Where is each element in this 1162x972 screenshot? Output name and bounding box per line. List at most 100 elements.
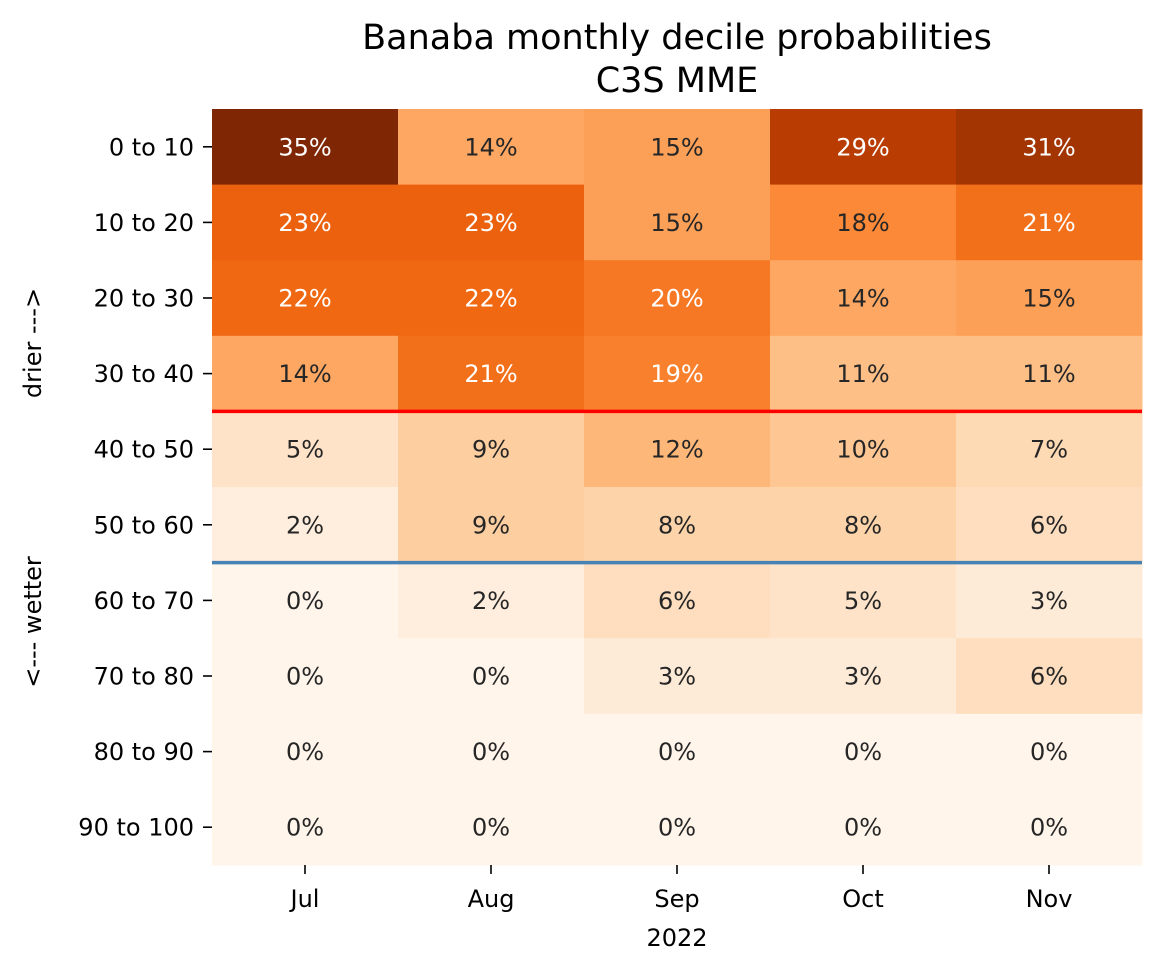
heatmap-cell xyxy=(398,487,585,564)
cell-value-label: 0% xyxy=(286,814,324,842)
cell-value-label: 22% xyxy=(464,285,517,313)
heatmap-cell xyxy=(398,411,585,488)
heatmap-cell xyxy=(770,335,957,412)
cell-value-label: 29% xyxy=(836,133,889,161)
heatmap-cell xyxy=(584,260,771,337)
cell-value-label: 0% xyxy=(286,738,324,766)
cell-value-label: 11% xyxy=(836,360,889,388)
heatmap-cell xyxy=(956,562,1143,639)
cell-value-label: 35% xyxy=(278,133,331,161)
cell-value-label: 0% xyxy=(472,663,510,691)
cell-value-label: 0% xyxy=(658,814,696,842)
y-tick-label: 90 to 100 xyxy=(78,814,194,842)
cell-value-label: 0% xyxy=(1030,738,1068,766)
y-axis: 0 to 10 10 to 20 20 to 30 30 to 40 40 to 50 5… xyxy=(78,133,212,842)
y-axis-label-drier: drier ---> xyxy=(19,288,47,398)
heatmap-cell xyxy=(212,789,399,866)
heatmap-cell xyxy=(956,789,1143,866)
cell-value-label: 3% xyxy=(658,663,696,691)
heatmap-cell xyxy=(398,713,585,790)
cell-value-label: 31% xyxy=(1022,133,1075,161)
y-tick-label: 80 to 90 xyxy=(94,738,194,766)
heatmap-cell xyxy=(584,562,771,639)
heatmap-cell xyxy=(212,109,399,186)
heatmap-cell xyxy=(770,562,957,639)
cell-value-label: 0% xyxy=(844,814,882,842)
cell-value-label: 14% xyxy=(836,285,889,313)
cell-value-label: 6% xyxy=(1030,663,1068,691)
heatmap-cell xyxy=(212,562,399,639)
heatmap-cell xyxy=(584,184,771,261)
heatmap-cell xyxy=(212,713,399,790)
heatmap-cell xyxy=(584,109,771,186)
cell-value-label: 2% xyxy=(286,511,324,539)
heatmap-cell xyxy=(398,335,585,412)
heatmap-cell xyxy=(398,184,585,261)
heatmap-cell xyxy=(212,411,399,488)
cell-value-label: 0% xyxy=(658,738,696,766)
cell-value-label: 3% xyxy=(1030,587,1068,615)
y-tick-label: 60 to 70 xyxy=(94,587,194,615)
heatmap-cells: 35% 14% 15% 29% 31% 23% 23% 15% 18% 21% 22% 22% 20% 1… xyxy=(212,109,1143,866)
y-tick-label: 10 to 20 xyxy=(94,209,194,237)
heatmap-cell xyxy=(770,487,957,564)
cell-value-label: 19% xyxy=(650,360,703,388)
x-tick-label: Oct xyxy=(842,885,884,913)
cell-value-label: 21% xyxy=(464,360,517,388)
heatmap-cell xyxy=(770,411,957,488)
chart-title: Banaba monthly decile probabilities xyxy=(362,18,992,58)
cell-value-label: 2% xyxy=(472,587,510,615)
x-axis: Jul Aug Sep Oct Nov xyxy=(289,865,1073,913)
cell-value-label: 21% xyxy=(1022,209,1075,237)
y-tick-label: 30 to 40 xyxy=(94,360,194,388)
heatmap-cell xyxy=(956,109,1143,186)
heatmap-cell xyxy=(584,335,771,412)
cell-value-label: 20% xyxy=(650,285,703,313)
heatmap-cell xyxy=(584,713,771,790)
heatmap-cell xyxy=(956,260,1143,337)
cell-value-label: 0% xyxy=(286,663,324,691)
cell-value-label: 8% xyxy=(844,511,882,539)
cell-value-label: 5% xyxy=(844,587,882,615)
y-tick-label: 40 to 50 xyxy=(94,436,194,464)
heatmap-cell xyxy=(956,335,1143,412)
heatmap-cell xyxy=(398,638,585,715)
x-tick-label: Aug xyxy=(468,885,515,913)
cell-value-label: 14% xyxy=(278,360,331,388)
heatmap-cell xyxy=(956,487,1143,564)
cell-value-label: 15% xyxy=(650,209,703,237)
x-tick-label: Sep xyxy=(654,885,699,913)
heatmap-cell xyxy=(956,184,1143,261)
threshold-lines xyxy=(212,409,1142,565)
heatmap-cell xyxy=(398,789,585,866)
heatmap-cell xyxy=(770,638,957,715)
cell-value-label: 22% xyxy=(278,285,331,313)
cell-value-label: 7% xyxy=(1030,436,1068,464)
cell-value-label: 10% xyxy=(836,436,889,464)
y-axis-label-wetter: <--- wetter xyxy=(19,556,47,688)
heatmap-cell xyxy=(770,789,957,866)
heatmap-cell xyxy=(398,562,585,639)
cell-value-label: 0% xyxy=(472,814,510,842)
heatmap-cell xyxy=(770,713,957,790)
x-tick-label: Nov xyxy=(1026,885,1073,913)
heatmap-cell xyxy=(584,487,771,564)
y-tick-label: 70 to 80 xyxy=(94,663,194,691)
heatmap-cell xyxy=(212,335,399,412)
cell-value-label: 0% xyxy=(286,587,324,615)
cell-value-label: 5% xyxy=(286,436,324,464)
cell-value-label: 18% xyxy=(836,209,889,237)
cell-value-label: 8% xyxy=(658,511,696,539)
heatmap-cell xyxy=(770,109,957,186)
heatmap-cell xyxy=(398,260,585,337)
y-tick-label: 20 to 30 xyxy=(94,285,194,313)
y-tick-label: 0 to 10 xyxy=(109,133,194,161)
cell-value-label: 0% xyxy=(472,738,510,766)
cell-value-label: 23% xyxy=(464,209,517,237)
heatmap-cell xyxy=(770,260,957,337)
chart-subtitle: C3S MME xyxy=(596,61,759,101)
cell-value-label: 11% xyxy=(1022,360,1075,388)
heatmap-cell xyxy=(212,184,399,261)
heatmap-cell xyxy=(770,184,957,261)
heatmap-cell xyxy=(956,638,1143,715)
